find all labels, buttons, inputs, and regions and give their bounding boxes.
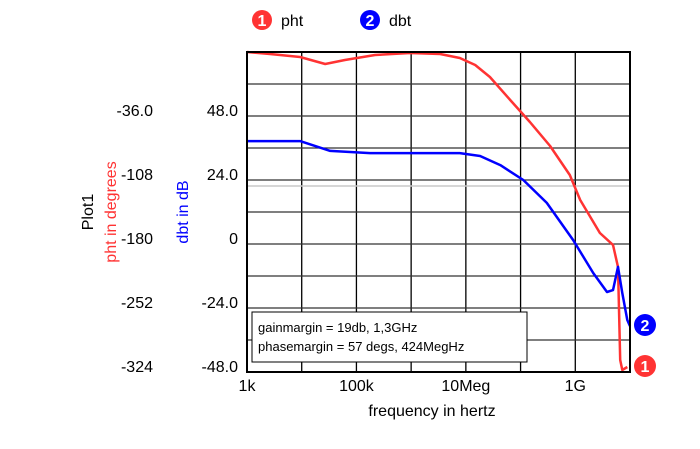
curves: [246, 50, 632, 372]
marker-2-icon: [360, 10, 380, 30]
x-axis-label: frequency in hertz: [368, 403, 495, 420]
db-axis-label: dbt in dB: [175, 180, 192, 243]
marker-1-icon: [634, 355, 656, 377]
legend-item-dbt: 2 dbt: [360, 10, 412, 30]
y-tick-label-db: -24.0: [202, 295, 239, 312]
x-tick-labels: 1k 100k 10Meg 1G: [239, 378, 586, 395]
legend-label-dbt: dbt: [389, 13, 412, 30]
end-marker-2-number: 2: [641, 318, 650, 335]
grid: [247, 52, 630, 372]
y-tick-label-db: -48.0: [202, 359, 239, 376]
y-tick-label-db: 24.0: [207, 167, 238, 184]
x-tick-label: 100k: [339, 378, 375, 395]
end-marker-dbt: 2: [634, 314, 656, 336]
series-line-dbt: [247, 139, 632, 327]
end-marker-pht: 1: [634, 355, 656, 377]
y-tick-label-db: 0: [229, 231, 238, 248]
plot-frame: [246, 51, 631, 373]
y-tick-label-phase: -180: [121, 231, 153, 248]
x-tick-label: 10Meg: [441, 378, 490, 395]
gain-margin-text: gainmargin = 19db, 1,3GHz: [258, 320, 417, 335]
series-line-pht: [246, 50, 628, 372]
y-tick-labels: -36.0 -108 -180 -252 -324 48.0 24.0 0 -24.0 -48.0: [117, 103, 239, 376]
y-tick-label-db: 48.0: [207, 103, 238, 120]
y-tick-label-phase: -36.0: [117, 103, 154, 120]
end-marker-1-number: 1: [641, 359, 650, 376]
plot-title: Plot1: [80, 194, 97, 231]
marker-2-icon: [634, 314, 656, 336]
y-tick-label-phase: -324: [121, 359, 153, 376]
x-tick-label: 1k: [239, 378, 257, 395]
x-tick-label: 1G: [565, 378, 586, 395]
phase-axis-label: pht in degrees: [103, 161, 120, 262]
marker-2-number: 2: [366, 13, 375, 30]
y-tick-label-phase: -252: [121, 295, 153, 312]
y-tick-label-phase: -108: [121, 167, 153, 184]
margin-annotation: gainmargin = 19db, 1,3GHz phasemargin = …: [251, 311, 528, 363]
legend-label-pht: pht: [281, 13, 304, 30]
marker-1-number: 1: [258, 13, 267, 30]
legend-item-pht: 1 pht: [252, 10, 304, 30]
phase-margin-text: phasemargin = 57 degs, 424MegHz: [258, 339, 464, 354]
marker-1-icon: [252, 10, 272, 30]
